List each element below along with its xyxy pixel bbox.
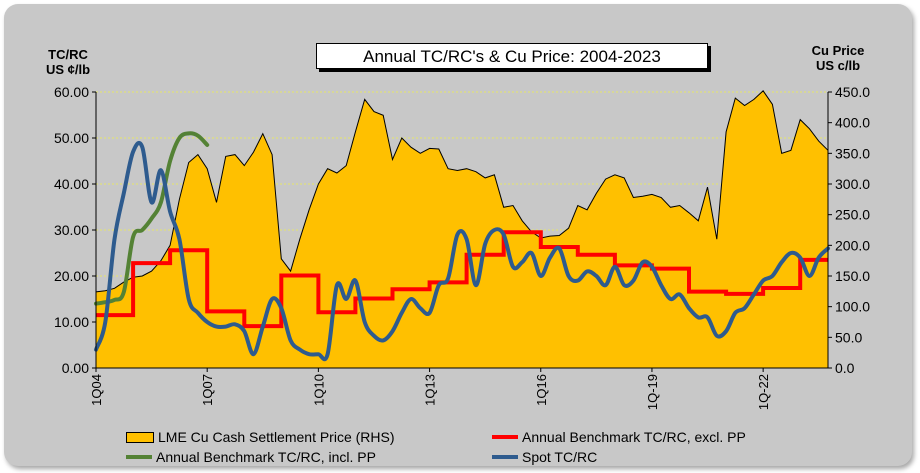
left-axis-title: TC/RC US ¢/lb [44, 47, 92, 77]
left-tick-label: 10.00 [54, 314, 89, 330]
series-benchmark-excl [96, 230, 828, 329]
x-tick-label: 1Q10 [311, 374, 326, 406]
legend-label-lme-price: LME Cu Cash Settlement Price (RHS) [158, 429, 395, 445]
legend-label-benchmark-excl: Annual Benchmark TC/RC, excl. PP [522, 429, 746, 445]
left-tick-label: 40.00 [54, 176, 89, 192]
right-axis-title: Cu Price US c/lb [798, 43, 878, 73]
series-benchmark-incl [94, 131, 210, 306]
right-tick-label: 450.0 [835, 84, 870, 100]
right-tick-label: 50.0 [835, 329, 862, 345]
legend-swatch-benchmark-excl [492, 435, 518, 439]
x-tick-label: 1Q04 [89, 374, 104, 406]
right-tick-label: 0.0 [835, 360, 855, 376]
x-tick-label: 1Q07 [200, 374, 215, 406]
series-lme-outline [95, 90, 829, 293]
right-tick-label: 350.0 [835, 145, 870, 161]
right-axis-title-line1: Cu Price [811, 43, 865, 58]
left-axis-title-line1: TC/RC [48, 47, 88, 62]
right-tick-label: 150.0 [835, 268, 870, 284]
right-tick-label: 200.0 [835, 237, 870, 253]
left-tick-label: 20.00 [54, 268, 89, 284]
left-tick-label: 50.00 [54, 130, 89, 146]
x-tick-label: 1Q16 [534, 374, 549, 406]
right-tick-label: 300.0 [835, 176, 870, 192]
series-spot [94, 140, 830, 362]
right-axis-title-line2: US c/lb [815, 58, 861, 73]
legend-swatch-spot [492, 455, 518, 459]
legend-label-benchmark-incl: Annual Benchmark TC/RC, incl. PP [156, 449, 376, 465]
left-axis-title-line2: US ¢/lb [45, 62, 91, 77]
right-tick-label: 100.0 [835, 299, 870, 315]
legend-item-benchmark-incl: Annual Benchmark TC/RC, incl. PP [126, 448, 376, 466]
left-tick-label: 60.00 [54, 84, 89, 100]
legend-swatch-lme-price [126, 431, 154, 443]
right-tick-label: 250.0 [835, 207, 870, 223]
chart-title: Annual TC/RC's & Cu Price: 2004-2023 [316, 43, 708, 69]
left-tick-label: 30.00 [54, 222, 89, 238]
legend-label-spot: Spot TC/RC [522, 449, 598, 465]
legend-item-benchmark-excl: Annual Benchmark TC/RC, excl. PP [492, 428, 746, 446]
right-tick-label: 400.0 [835, 115, 870, 131]
chart-legend: LME Cu Cash Settlement Price (RHS) Annua… [120, 428, 840, 468]
x-tick-label: 1Q-22 [756, 374, 771, 410]
x-tick-label: 1Q13 [423, 374, 438, 406]
x-tick-label: 1Q-19 [645, 374, 660, 410]
legend-item-spot: Spot TC/RC [492, 448, 597, 466]
left-tick-label: 0.00 [62, 360, 89, 376]
legend-item-lme-price: LME Cu Cash Settlement Price (RHS) [126, 428, 395, 446]
legend-swatch-benchmark-incl [126, 455, 152, 459]
